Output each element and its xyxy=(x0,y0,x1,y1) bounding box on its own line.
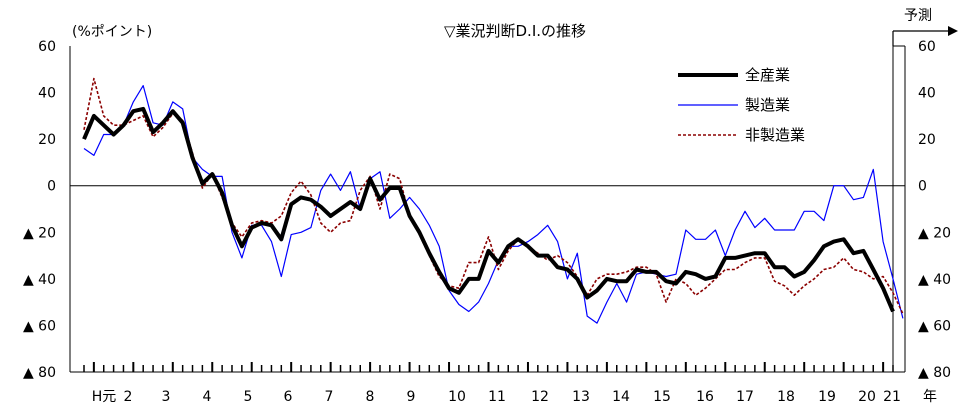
x-tick-label: 17 xyxy=(736,389,754,405)
x-tick-label: 3 xyxy=(162,389,171,405)
legend-label-2: 非製造業 xyxy=(745,126,805,144)
series-line-1 xyxy=(83,84,904,324)
x-tick-label: 13 xyxy=(572,389,590,405)
x-tick-label: 15 xyxy=(653,389,671,405)
x-tick-label: 14 xyxy=(612,389,630,405)
y-tick-label-right: 0 xyxy=(918,179,927,195)
forecast-label: 予測 xyxy=(904,8,932,24)
x-tick-label: 16 xyxy=(696,389,714,405)
x-tick-label: 9 xyxy=(407,389,416,405)
x-tick-label: 10 xyxy=(448,389,466,405)
x-tick-label: 5 xyxy=(244,389,253,405)
y-tick-label-right: 40 xyxy=(918,86,936,102)
legend-label-1: 製造業 xyxy=(745,96,790,114)
y-tick-label-left: 20 xyxy=(38,132,56,148)
x-tick-label: H元 xyxy=(92,389,117,405)
year-unit-label: 年 xyxy=(923,389,937,405)
y-tick-label-right: ▲ 80 xyxy=(918,365,951,381)
y-unit-label: (%ポイント) xyxy=(72,24,152,40)
y-tick-label-right: ▲ 60 xyxy=(918,318,951,334)
x-tick-label: 4 xyxy=(203,389,212,405)
y-tick-label-left: 60 xyxy=(38,39,56,55)
forecast-arrow-head xyxy=(948,26,958,36)
legend-label-0: 全産業 xyxy=(745,66,790,84)
y-tick-label-right: ▲ 40 xyxy=(918,272,951,288)
y-tick-label-left: ▲ 40 xyxy=(23,272,56,288)
y-tick-label-left: ▲ 20 xyxy=(23,225,56,241)
series-line-0 xyxy=(82,106,895,313)
y-tick-label-right: ▲ 20 xyxy=(918,225,951,241)
x-tick-label: 11 xyxy=(488,389,506,405)
chart-title: ▽業況判断D.I.の推移 xyxy=(444,22,586,40)
x-tick-label: 20 xyxy=(858,389,876,405)
series-layer xyxy=(82,77,904,324)
y-tick-label-left: ▲ 60 xyxy=(23,318,56,334)
x-tick-label: 7 xyxy=(325,389,334,405)
y-tick-label-right: 20 xyxy=(918,132,936,148)
y-tick-label-left: 40 xyxy=(38,86,56,102)
x-tick-label: 21 xyxy=(883,389,901,405)
x-tick-label: 12 xyxy=(531,389,549,405)
y-tick-label-left: 0 xyxy=(47,179,56,195)
y-tick-label-left: ▲ 80 xyxy=(23,365,56,381)
x-tick-label: 19 xyxy=(818,389,836,405)
x-tick-label: 2 xyxy=(124,389,133,405)
x-tick-label: 18 xyxy=(777,389,795,405)
y-tick-label-right: 60 xyxy=(918,39,936,55)
x-tick-label: 8 xyxy=(366,389,375,405)
x-tick-label: 6 xyxy=(284,389,293,405)
axis-layer: 60 60 40 40 20 20 0 0 ▲ 20 ▲ 20 ▲ 40 ▲ 40 ▲ 60 ▲ 60 ▲ … xyxy=(23,26,958,405)
